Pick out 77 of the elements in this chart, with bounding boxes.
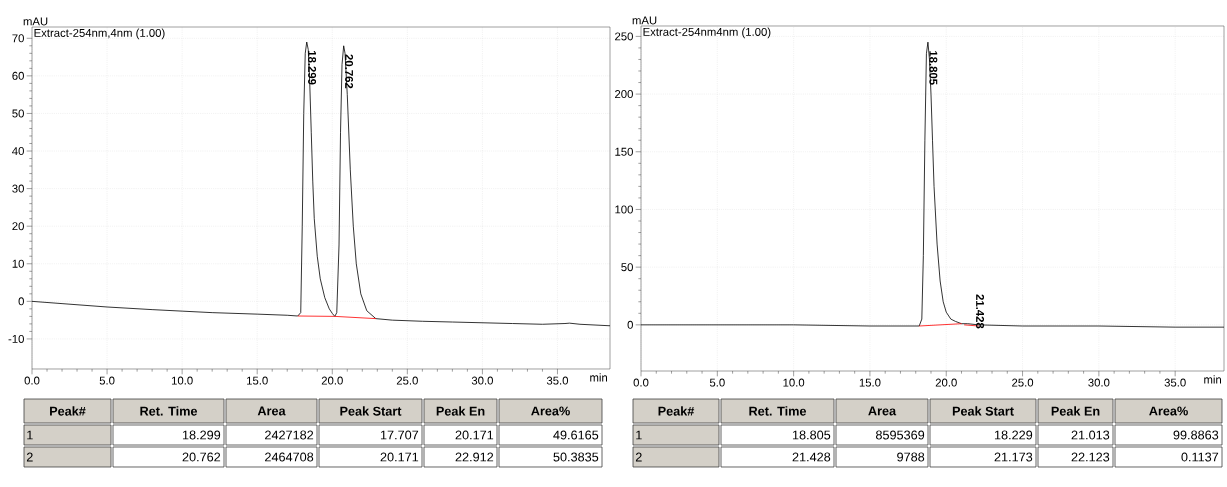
text: 22.912 [455,452,494,462]
y-tick-label: 60 [12,71,24,80]
x-axis-title: min [590,373,607,382]
text: 2 [635,452,642,462]
category-label: Peak Start [952,406,1014,416]
y-tick-label: 50 [621,263,633,272]
category-label: Peak# [50,406,86,416]
x-tick-label: 25.0 [1012,378,1034,387]
text: 20.762 [182,452,221,462]
text: 1 [27,430,33,440]
text: 18.229 [994,430,1033,440]
text: 20.171 [380,452,419,462]
text: 21.013 [1071,430,1110,440]
y-tick-label: 10 [12,259,24,268]
text: 17.707 [380,430,419,440]
x-tick-label: 35.0 [546,376,569,385]
annotation: Extract-254nm,4nm (1.00) [34,28,165,40]
x-axis-title: min [1204,375,1221,384]
x-tick-label: 30.0 [1088,378,1110,387]
x-tick-label: 15.0 [247,376,268,385]
x-tick-label: 30.0 [471,376,493,385]
text: 2464708 [265,452,314,462]
text: 9788 [897,452,925,462]
x-tick-label: 5.0 [709,378,725,387]
category-label: Peak En [1051,406,1100,416]
x-tick-label: 10.0 [783,378,805,387]
annotation: 21.428 [976,294,985,329]
text: 2427182 [265,430,314,440]
text: 22.123 [1071,452,1110,462]
y-tick-label: 30 [12,184,24,193]
y-tick-label: 50 [12,109,24,118]
text: 99.8863 [1173,430,1219,440]
y-tick-label: 250 [615,32,633,41]
annotation: 20.762 [345,54,354,89]
x-tick-label: 10.0 [171,376,193,385]
text: 18.299 [182,430,221,440]
x-tick-label: 0.0 [24,376,40,385]
text: 0.1137 [1181,452,1219,462]
y-axis-title: mAU [23,17,48,26]
x-tick-label: 35.0 [1164,378,1186,387]
text: 49.6165 [553,430,599,440]
x-tick-label: 15.0 [859,378,881,387]
y-axis-title: mAU [632,16,657,25]
x-tick-label: 5.0 [99,376,115,385]
category-label: Ret. Time [140,406,198,416]
category-label: Area% [1149,406,1188,416]
text: 2 [26,452,33,462]
y-tick-label: 0 [18,297,24,306]
annotation: 18.805 [929,51,938,85]
x-tick-label: 20.0 [321,376,343,385]
x-tick-label: 25.0 [396,376,418,385]
text: 21.428 [792,452,831,462]
category-label: Peak# [658,406,695,416]
text: 8595369 [875,430,925,440]
text: 18.805 [792,430,831,440]
category-label: Area [868,406,897,416]
x-tick-label: 0.0 [633,378,649,387]
category-label: Ret. Time [749,406,807,416]
text: 50.3835 [553,452,599,462]
category-label: Peak En [436,406,485,416]
y-tick-label: 100 [615,205,633,214]
y-tick-label: 20 [12,222,24,231]
category-label: Peak Start [340,406,402,416]
y-tick-label: 200 [615,90,633,99]
category-label: Area% [531,406,570,416]
text: 21.173 [994,452,1033,462]
y-tick-label: 70 [12,34,24,43]
x-tick-label: 20.0 [935,378,957,387]
text: 20.171 [455,430,494,440]
category-label: Area [257,406,286,416]
y-tick-label: 40 [12,147,24,156]
y-tick-label: 0 [627,320,633,329]
text: 1 [636,430,642,440]
y-tick-label: -10 [8,334,24,343]
annotation: 18.299 [308,51,317,85]
annotation: Extract-254nm4nm (1.00) [643,27,771,39]
y-tick-label: 150 [615,147,633,156]
